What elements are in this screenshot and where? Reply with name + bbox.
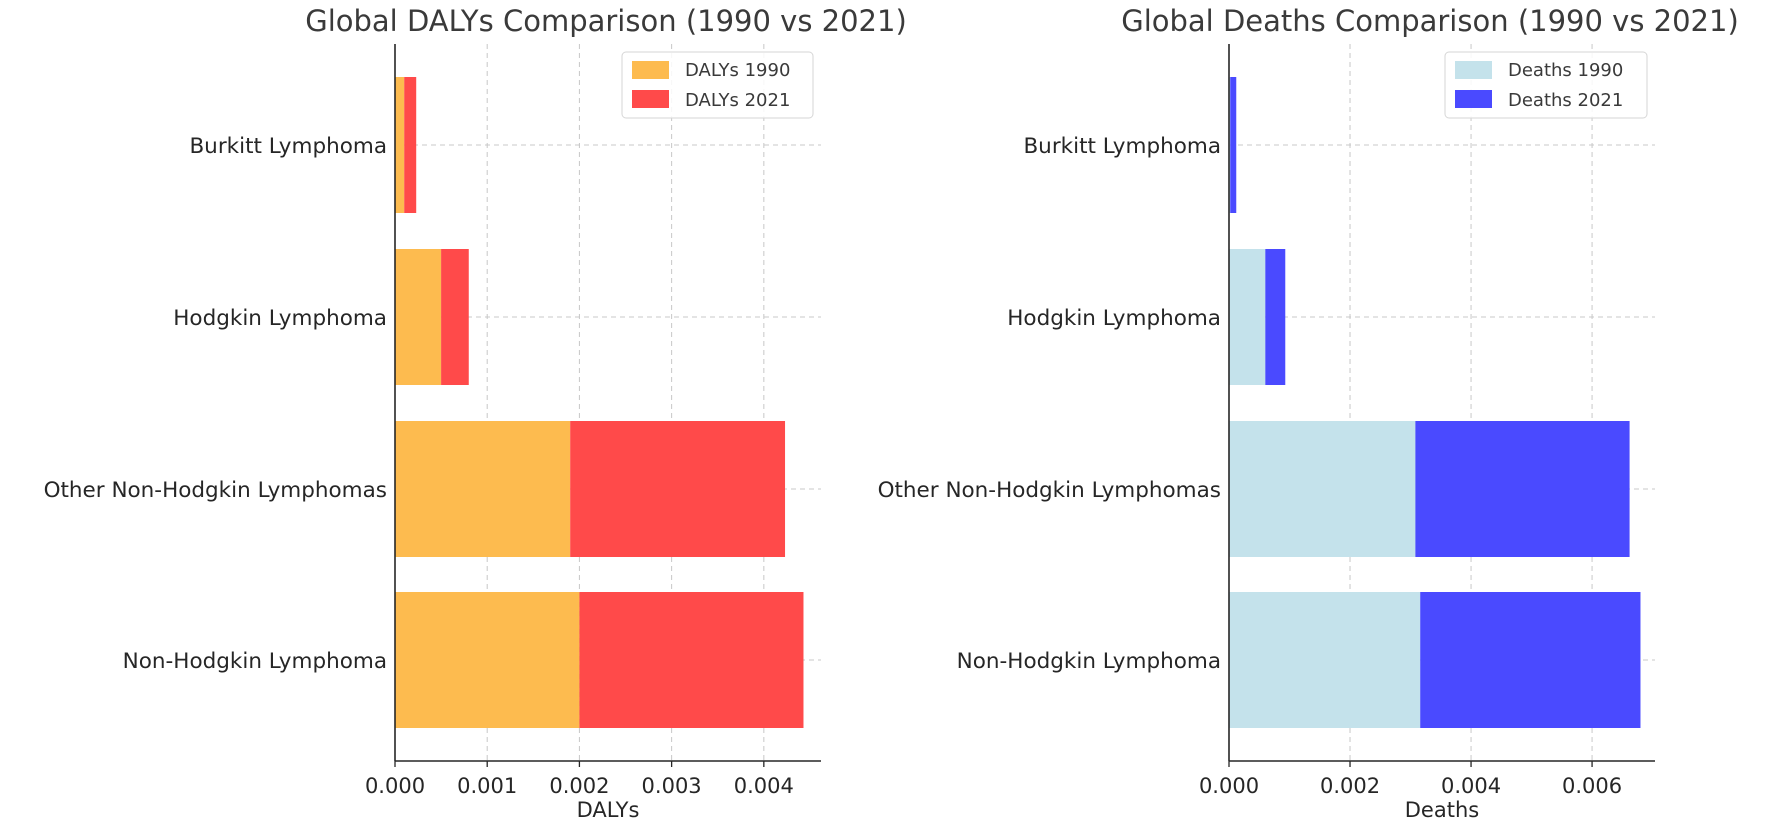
deaths-x-ticks: 0.000 0.002 0.004 0.006 xyxy=(1199,761,1622,798)
dalys-x-tick-label: 0.003 xyxy=(642,774,702,798)
deaths-legend-box xyxy=(1444,51,1648,119)
dalys-bar-dalys-2021-other-non-hodgkin-lymphomas xyxy=(570,421,786,557)
deaths-category-label: Burkitt Lymphoma xyxy=(1023,134,1221,159)
dalys-legend-label-1990: DALYs 1990 xyxy=(685,60,790,81)
deaths-bar-deaths-1990-non-hodgkin-lymphoma xyxy=(1229,592,1421,728)
deaths-axes xyxy=(1228,44,1655,762)
deaths-bar-deaths-2021-hodgkin-lymphoma xyxy=(1265,249,1286,385)
dalys-legend-swatch-1990 xyxy=(632,61,669,79)
deaths-legend-label-1990: Deaths 1990 xyxy=(1508,60,1623,81)
dalys-x-axis-label: DALYs xyxy=(577,798,640,822)
dalys-chart-title: Global DALYs Comparison (1990 vs 2021) xyxy=(305,4,907,38)
dalys-legend-box xyxy=(621,51,814,119)
deaths-chart-title: Global Deaths Comparison (1990 vs 2021) xyxy=(1121,4,1739,38)
dalys-bar-dalys-2021-hodgkin-lymphoma xyxy=(441,249,469,385)
deaths-bars xyxy=(1229,77,1641,728)
dalys-x-tick-label: 0.000 xyxy=(365,774,425,798)
dalys-category-labels: Non-Hodgkin Lymphoma Other Non-Hodgkin Ly… xyxy=(44,134,387,674)
dalys-x-tick-label: 0.001 xyxy=(457,774,517,798)
deaths-x-tick-label: 0.000 xyxy=(1199,774,1259,798)
dalys-bar-dalys-1990-burkitt-lymphoma xyxy=(395,77,405,213)
deaths-category-label: Hodgkin Lymphoma xyxy=(1007,306,1221,331)
dalys-x-tick-label: 0.002 xyxy=(549,774,609,798)
deaths-legend-swatch-2021 xyxy=(1455,90,1492,108)
dalys-x-tick-label: 0.004 xyxy=(734,774,794,798)
dalys-category-label: Other Non-Hodgkin Lymphomas xyxy=(44,478,387,503)
deaths-category-label: Non-Hodgkin Lymphoma xyxy=(957,649,1221,674)
deaths-legend-swatch-1990 xyxy=(1455,61,1492,79)
deaths-bar-deaths-2021-other-non-hodgkin-lymphomas xyxy=(1415,421,1630,557)
dalys-legend-swatch-2021 xyxy=(632,90,669,108)
dalys-bar-dalys-2021-non-hodgkin-lymphoma xyxy=(579,592,804,728)
deaths-bar-deaths-2021-non-hodgkin-lymphoma xyxy=(1420,592,1641,728)
deaths-category-label: Other Non-Hodgkin Lymphomas xyxy=(878,478,1221,503)
deaths-x-tick-label: 0.002 xyxy=(1320,774,1380,798)
deaths-bar-deaths-2021-burkitt-lymphoma xyxy=(1230,77,1237,213)
deaths-legend-label-2021: Deaths 2021 xyxy=(1508,90,1623,111)
dalys-legend-label-2021: DALYs 2021 xyxy=(685,90,790,111)
deaths-legend: Deaths 1990 Deaths 2021 xyxy=(1444,51,1648,119)
dalys-bars xyxy=(395,77,804,728)
deaths-bar-deaths-1990-other-non-hodgkin-lymphomas xyxy=(1229,421,1416,557)
dalys-bar-dalys-2021-burkitt-lymphoma xyxy=(404,77,417,213)
dalys-category-label: Burkitt Lymphoma xyxy=(189,134,387,159)
dalys-axes xyxy=(394,44,821,762)
deaths-bar-deaths-1990-hodgkin-lymphoma xyxy=(1229,249,1266,385)
deaths-x-axis-label: Deaths xyxy=(1405,798,1479,822)
deaths-x-tick-label: 0.004 xyxy=(1441,774,1501,798)
dalys-x-ticks: 0.000 0.001 0.002 0.003 0.004 xyxy=(365,761,794,798)
dalys-bar-dalys-1990-hodgkin-lymphoma xyxy=(395,249,442,385)
deaths-chart-panel: Global Deaths Comparison (1990 vs 2021) … xyxy=(878,4,1739,822)
deaths-x-tick-label: 0.006 xyxy=(1562,774,1622,798)
dalys-legend: DALYs 1990 DALYs 2021 xyxy=(621,51,814,119)
dalys-category-label: Non-Hodgkin Lymphoma xyxy=(123,649,387,674)
deaths-category-labels: Non-Hodgkin Lymphoma Other Non-Hodgkin Ly… xyxy=(878,134,1221,674)
dalys-bar-dalys-1990-other-non-hodgkin-lymphomas xyxy=(395,421,571,557)
dalys-category-label: Hodgkin Lymphoma xyxy=(173,306,387,331)
dalys-chart-panel: Global DALYs Comparison (1990 vs 2021) 0… xyxy=(44,4,907,822)
dalys-bar-dalys-1990-non-hodgkin-lymphoma xyxy=(395,592,580,728)
